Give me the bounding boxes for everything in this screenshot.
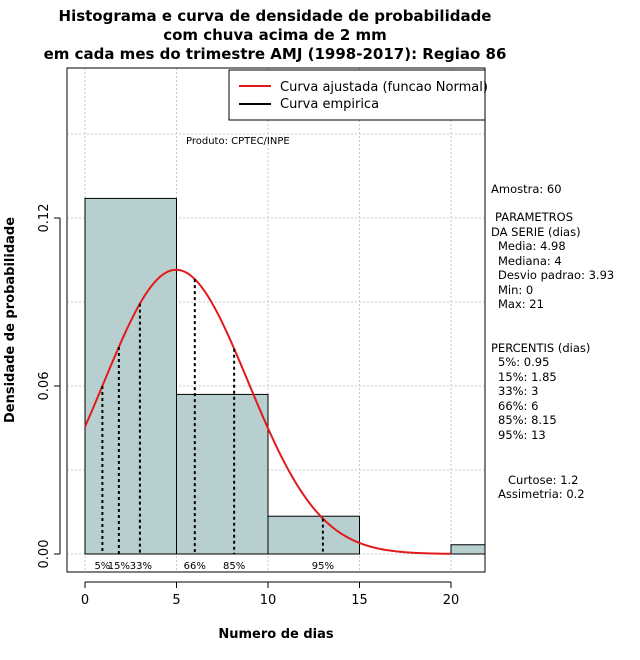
stat-curtose: Curtose: 1.2 (508, 473, 578, 487)
stat-sample: Amostra: 60 (491, 182, 562, 196)
percentile-label-66: 66% (184, 561, 206, 572)
stat-p66: 66%: 6 (498, 399, 538, 413)
percentile-label-95: 95% (312, 561, 334, 572)
plot-frame (66, 67, 486, 573)
axes-layer: 0 5 10 15 20 0.00 0.06 0.12 (37, 204, 459, 608)
y-axis-title: Densidade de probabilidade (3, 217, 18, 423)
histogram-bar (267, 515, 360, 555)
stat-p15: 15%: 1.85 (498, 370, 557, 384)
x-tick-label: 15 (351, 593, 368, 608)
bars-layer (84, 197, 486, 555)
y-tick-label: 0.06 (37, 372, 52, 401)
fit-curve-line (84, 268, 452, 555)
y-tick-label: 0.00 (37, 540, 52, 569)
percentile-label-5: 5% (94, 561, 110, 572)
percentile-label-33: 33% (130, 561, 152, 572)
stat-params-title-1: PARAMETROS (495, 210, 573, 224)
stat-percentiles-title: PERCENTIS (dias) (491, 341, 590, 355)
chart-title-line-1: Histograma e curva de densidade de proba… (59, 7, 492, 25)
x-tick-label: 5 (172, 593, 180, 608)
stat-min: Min: 0 (498, 283, 533, 297)
percentile-label-15: 15% (108, 561, 130, 572)
histogram-bar (450, 544, 486, 555)
chart-title-line-3: em cada mes do trimestre AMJ (1998-2017)… (44, 45, 507, 63)
stat-media: Media: 4.98 (498, 239, 566, 253)
x-tick-label: 10 (260, 593, 277, 608)
stat-desvio: Desvio padrao: 3.93 (498, 268, 614, 282)
chart-title-line-2: com chuva acima de 2 mm (163, 26, 387, 44)
curve-layer (84, 268, 452, 555)
stat-p95: 95%: 13 (498, 428, 546, 442)
histogram-bar (176, 393, 269, 555)
x-axis-title: Numero de dias (218, 627, 334, 642)
stat-mediana: Mediana: 4 (498, 254, 562, 268)
legend-empirical-label: Curva empirica (280, 97, 379, 112)
x-tick-label: 0 (81, 593, 89, 608)
stat-max: Max: 21 (498, 297, 544, 311)
percentile-label-85: 85% (223, 561, 245, 572)
statistics-panel: Amostra: 60 PARAMETROS DA SERIE (dias) M… (491, 182, 614, 501)
legend-box (228, 69, 486, 121)
histogram-bar (84, 197, 177, 555)
x-tick-label: 20 (443, 593, 460, 608)
legend-fit-label: Curva ajustada (funcao Normal) (280, 80, 488, 95)
stat-assimetria: Assimetria: 0.2 (498, 487, 585, 501)
percentile-layer: 5%15% 33% 66% 85% 95% (94, 279, 334, 572)
stat-params-title-2: DA SERIE (dias) (491, 225, 581, 239)
y-tick-label: 0.12 (37, 204, 52, 233)
stat-p85: 85%: 8.15 (498, 413, 557, 427)
credit-label: Produto: CPTEC/INPE (186, 136, 290, 147)
stat-p33: 33%: 3 (498, 384, 538, 398)
stat-p5: 5%: 0.95 (498, 355, 549, 369)
legend: Curva ajustada (funcao Normal) Curva emp… (228, 69, 488, 121)
